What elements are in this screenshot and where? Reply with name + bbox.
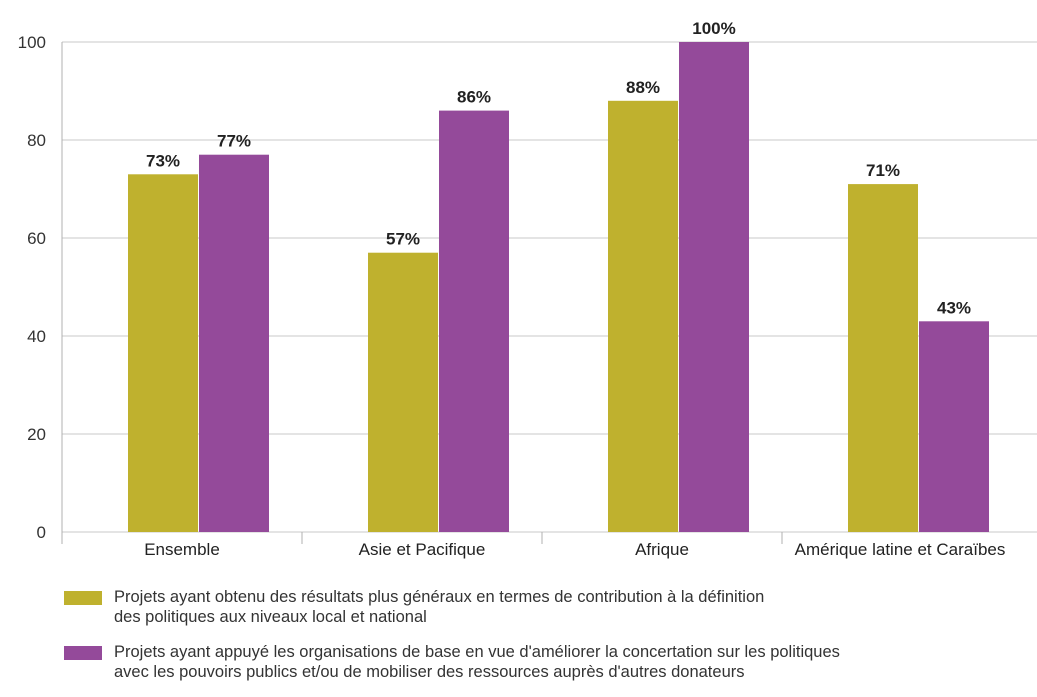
data-label-1-2: 57% bbox=[386, 230, 420, 249]
data-label-1-1: 73% bbox=[146, 151, 180, 170]
data-label-1-4: 71% bbox=[866, 161, 900, 180]
y-tick-label-80: 80 bbox=[27, 131, 46, 150]
x-tick-label-3: Afrique bbox=[635, 540, 689, 559]
bar-1-2 bbox=[368, 252, 438, 532]
bar-2-3 bbox=[679, 42, 749, 532]
bar-1-3 bbox=[608, 100, 678, 533]
legend-swatch-series-2 bbox=[64, 646, 102, 660]
bar-2-1 bbox=[199, 154, 269, 532]
legend: Projets ayant obtenu des résultats plus … bbox=[64, 587, 1024, 697]
data-label-1-3: 88% bbox=[626, 78, 660, 97]
bar-2-2 bbox=[439, 110, 509, 532]
data-label-2-4: 43% bbox=[937, 298, 971, 317]
bar-chart: 0 20 40 60 80 100 73% 77% Ensemble 57% 86% Asie et … bbox=[18, 19, 1037, 559]
y-tick-label-20: 20 bbox=[27, 425, 46, 444]
legend-item-series-2: Projets ayant appuyé les organisations d… bbox=[64, 642, 1024, 682]
y-tick-label-0: 0 bbox=[37, 523, 46, 542]
y-tick-label-60: 60 bbox=[27, 229, 46, 248]
y-tick-label-100: 100 bbox=[18, 33, 46, 52]
y-tick-label-40: 40 bbox=[27, 327, 46, 346]
x-tick-label-1: Ensemble bbox=[144, 540, 220, 559]
bar-1-1 bbox=[128, 174, 198, 533]
legend-label-series-1: Projets ayant obtenu des résultats plus … bbox=[114, 588, 765, 626]
legend-label-series-2: Projets ayant appuyé les organisations d… bbox=[114, 643, 840, 681]
data-label-2-2: 86% bbox=[457, 88, 491, 107]
legend-item-series-1: Projets ayant obtenu des résultats plus … bbox=[64, 587, 1024, 627]
bar-1-4 bbox=[848, 184, 918, 532]
bar-2-4 bbox=[919, 321, 989, 532]
legend-swatch-series-1 bbox=[64, 591, 102, 605]
x-tick-label-2: Asie et Pacifique bbox=[359, 540, 486, 559]
data-label-2-3: 100% bbox=[692, 19, 735, 38]
data-label-2-1: 77% bbox=[217, 132, 251, 151]
x-tick-label-4: Amérique latine et Caraïbes bbox=[795, 540, 1006, 559]
